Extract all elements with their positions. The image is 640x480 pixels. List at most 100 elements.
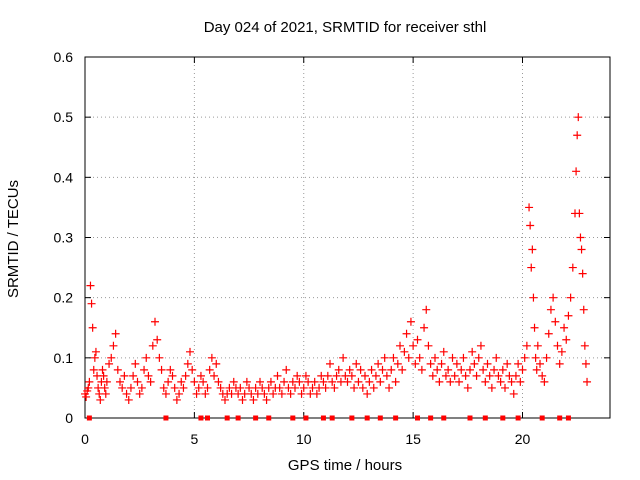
- data-point: [179, 383, 188, 392]
- data-point: [151, 317, 159, 326]
- data-point: [330, 383, 339, 392]
- data-point: [411, 359, 420, 368]
- data-point: [577, 245, 586, 254]
- data-point: [572, 167, 581, 176]
- data-point: [175, 389, 184, 398]
- data-point: [492, 353, 501, 362]
- data-point: [546, 305, 555, 314]
- data-point: [435, 377, 444, 386]
- plot-frame: [84, 56, 611, 419]
- data-point: [291, 383, 299, 392]
- data-point: [387, 365, 396, 374]
- data-point: [98, 365, 107, 374]
- data-point: [528, 245, 537, 254]
- data-point: [560, 323, 569, 332]
- y-tick-label: 0.6: [54, 49, 74, 65]
- data-point: [574, 113, 583, 122]
- data-point: [212, 359, 221, 368]
- data-point-zero: [557, 415, 563, 421]
- data-point: [573, 131, 582, 140]
- data-point: [101, 389, 110, 398]
- data-point: [409, 341, 418, 350]
- data-point: [446, 377, 455, 386]
- data-point: [393, 359, 402, 368]
- data-point: [538, 371, 547, 380]
- data-point: [111, 329, 120, 338]
- data-point: [378, 365, 387, 374]
- data-point: [242, 377, 251, 386]
- data-point: [568, 263, 577, 272]
- data-point: [129, 371, 138, 380]
- data-point: [133, 377, 142, 386]
- data-point: [555, 359, 564, 368]
- data-point: [452, 359, 461, 368]
- data-point: [85, 377, 94, 386]
- data-point: [542, 353, 551, 362]
- data-point-zero: [500, 415, 506, 421]
- y-tick-label: 0.2: [54, 290, 74, 306]
- data-point: [170, 383, 179, 392]
- data-point-zero: [198, 415, 204, 421]
- data-point: [428, 371, 437, 380]
- data-point: [192, 389, 201, 398]
- data-point: [153, 335, 162, 344]
- data-point-zero: [163, 415, 169, 421]
- data-point-zero: [329, 415, 335, 421]
- data-point: [531, 353, 540, 362]
- data-point: [207, 353, 216, 362]
- x-tick-label: 5: [190, 431, 198, 447]
- data-point: [177, 377, 186, 386]
- data-point: [105, 359, 114, 368]
- data-point: [476, 341, 485, 350]
- data-point: [374, 359, 383, 368]
- data-point: [135, 389, 144, 398]
- data-point: [575, 209, 584, 218]
- data-point: [310, 377, 319, 386]
- data-point: [161, 389, 170, 398]
- data-point: [581, 359, 590, 368]
- data-point: [172, 395, 181, 404]
- data-point: [116, 377, 124, 386]
- data-point: [199, 377, 208, 386]
- data-point: [166, 365, 175, 374]
- data-point: [509, 389, 518, 398]
- data-point-zero: [441, 415, 447, 421]
- data-point: [345, 365, 354, 374]
- data-point: [339, 353, 348, 362]
- data-point: [221, 395, 229, 404]
- data-point-zero: [482, 415, 488, 421]
- data-point: [90, 353, 99, 362]
- data-point-zero: [364, 415, 370, 421]
- data-point-zero: [515, 415, 521, 421]
- data-point: [124, 395, 133, 404]
- data-point: [579, 305, 588, 314]
- data-point: [100, 383, 109, 392]
- data-point: [238, 395, 247, 404]
- data-point: [350, 383, 359, 392]
- data-point: [293, 371, 302, 380]
- data-point: [566, 293, 575, 302]
- data-point: [470, 359, 479, 368]
- data-point: [501, 383, 509, 392]
- data-point: [426, 359, 435, 368]
- data-point: [210, 371, 219, 380]
- x-tick-label: 15: [405, 431, 421, 447]
- data-point: [266, 377, 275, 386]
- data-point: [382, 371, 391, 380]
- data-point: [249, 395, 258, 404]
- data-point: [516, 377, 525, 386]
- data-point: [514, 359, 523, 368]
- data-point: [321, 383, 330, 392]
- data-point: [459, 353, 468, 362]
- data-point: [533, 341, 542, 350]
- data-point: [332, 371, 341, 380]
- y-tick-label: 0.5: [54, 109, 74, 125]
- data-point: [164, 377, 173, 386]
- data-point: [343, 377, 352, 386]
- data-point: [530, 323, 539, 332]
- y-tick-label: 0.4: [54, 169, 74, 185]
- data-point: [406, 317, 415, 326]
- data-point: [140, 365, 149, 374]
- data-point: [371, 371, 380, 380]
